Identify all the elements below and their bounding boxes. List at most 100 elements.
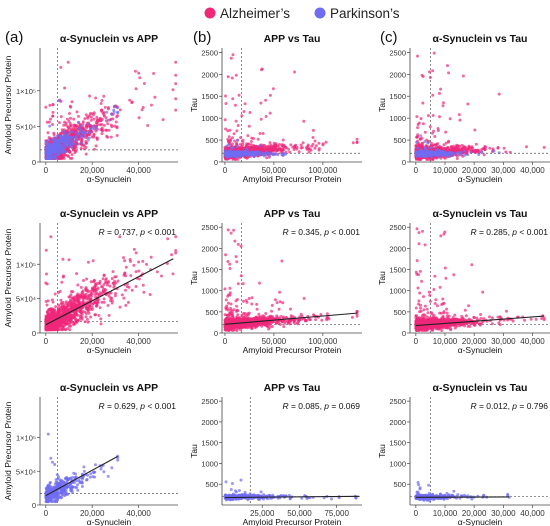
data-point [311, 142, 315, 146]
data-point [155, 270, 159, 274]
data-point [106, 122, 110, 126]
data-point [231, 53, 235, 57]
data-point [67, 258, 71, 262]
data-point [288, 150, 292, 154]
data-point [142, 82, 146, 85]
data-point [174, 251, 178, 255]
data-point [107, 128, 111, 132]
data-point [77, 137, 81, 141]
data-point [301, 141, 305, 145]
data-point [174, 108, 178, 112]
data-point [137, 71, 141, 75]
data-point [153, 95, 157, 99]
data-point [461, 74, 465, 78]
data-point [223, 118, 227, 122]
data-point [96, 118, 100, 122]
data-point [267, 147, 271, 151]
y-tick-label: 1×10⁵ [16, 87, 36, 96]
data-point [62, 123, 66, 127]
data-point [448, 117, 452, 121]
data-point [243, 102, 247, 106]
data-point [250, 136, 254, 140]
data-point [174, 60, 178, 64]
data-point [225, 144, 229, 148]
data-point [299, 143, 303, 147]
data-point [414, 151, 418, 155]
y-tick-label: 1500 [389, 92, 406, 101]
data-point [226, 75, 230, 79]
data-point [99, 102, 103, 105]
data-point [448, 153, 451, 157]
y-axis-label: Amyloid Precursor Protein [3, 228, 13, 327]
data-point [473, 128, 477, 132]
data-point [424, 151, 428, 155]
data-point [245, 144, 248, 148]
x-tick-label: 0 [414, 166, 419, 175]
data-point [431, 93, 435, 97]
data-point [100, 108, 103, 112]
data-point [146, 124, 150, 127]
data-point [416, 54, 419, 58]
data-point [148, 293, 152, 296]
data-point [106, 135, 110, 139]
data-point [254, 150, 258, 154]
data-point [84, 152, 88, 156]
data-point [75, 110, 79, 114]
data-point [102, 114, 106, 118]
data-point [84, 315, 88, 319]
data-point [419, 134, 423, 138]
data-point [109, 135, 113, 139]
y-tick-label: 2500 [201, 48, 218, 57]
data-point [74, 137, 78, 140]
data-point [455, 157, 459, 160]
data-point [431, 131, 434, 135]
data-point [57, 147, 61, 151]
data-point [83, 117, 87, 121]
data-point [86, 260, 90, 264]
data-point [65, 142, 69, 146]
data-point [483, 147, 487, 151]
data-point [271, 149, 275, 153]
data-point [272, 152, 276, 156]
data-point [416, 146, 420, 150]
data-point [68, 112, 71, 115]
data-point [265, 150, 269, 154]
data-point [482, 153, 486, 157]
data-point [141, 259, 145, 263]
data-point [141, 105, 145, 109]
data-point [479, 150, 483, 154]
x-tick-label: 0 [223, 166, 228, 175]
data-point [99, 317, 103, 321]
y-tick-label: 5×10⁴ [16, 295, 36, 304]
legend-marker-0 [204, 7, 216, 19]
data-point [293, 70, 297, 74]
y-tick-label: 2000 [389, 70, 406, 79]
data-point [84, 113, 88, 117]
data-point [108, 284, 112, 288]
data-point [115, 115, 119, 119]
data-point [508, 150, 512, 154]
series-0 [44, 235, 178, 332]
data-point [245, 147, 249, 151]
column-label-1: (b) [193, 29, 211, 46]
data-point [66, 133, 69, 137]
data-point [460, 147, 464, 151]
data-point [313, 139, 317, 143]
data-point [95, 121, 99, 124]
data-point [90, 135, 94, 139]
data-point [260, 67, 264, 71]
data-point [115, 125, 119, 129]
data-point [51, 103, 55, 106]
data-point [297, 150, 301, 154]
data-point [355, 140, 359, 144]
data-point [51, 114, 55, 118]
data-point [100, 99, 104, 102]
x-axis-label: α-Synuclein [458, 174, 503, 184]
data-point [49, 117, 52, 121]
column-label-0: (a) [5, 29, 23, 46]
data-point [51, 123, 54, 126]
data-point [447, 71, 450, 75]
data-point [106, 304, 110, 307]
data-point [416, 135, 419, 139]
data-point [268, 93, 272, 97]
